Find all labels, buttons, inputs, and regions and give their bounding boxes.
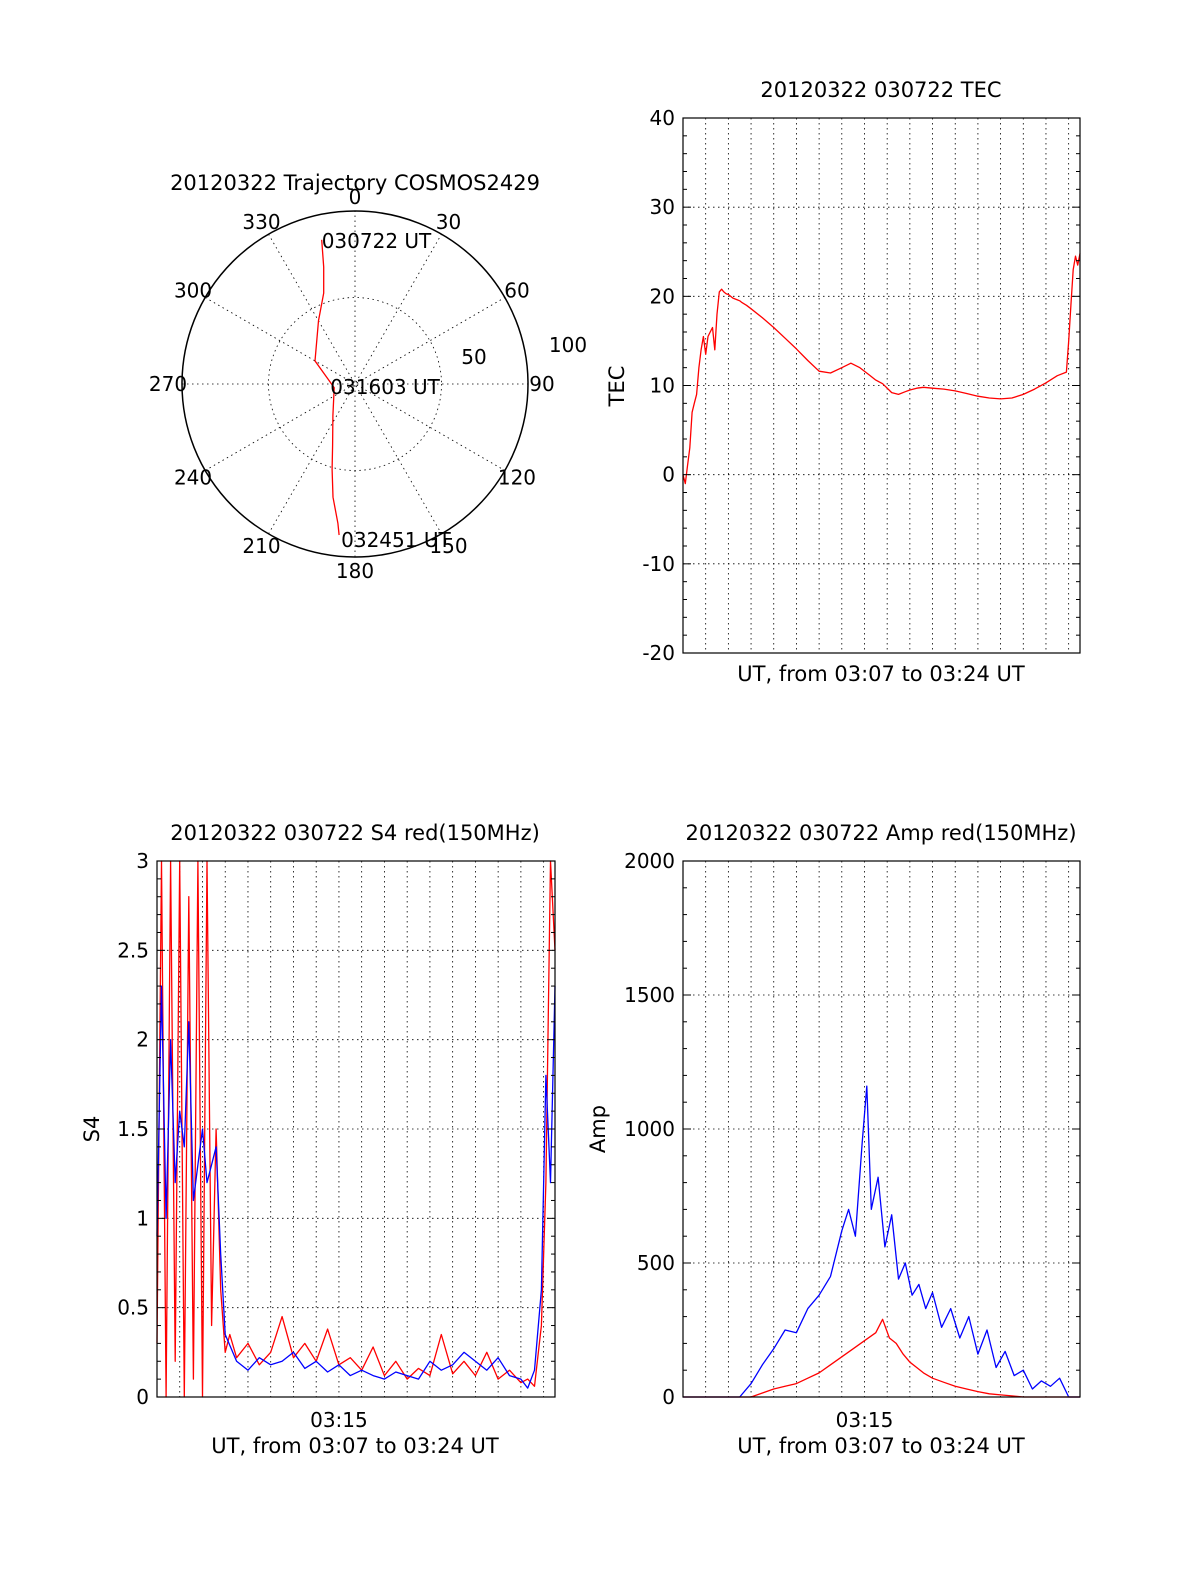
s4-ytick-label: 1.5 — [117, 1117, 149, 1141]
tec-ylabel: TEC — [605, 366, 629, 408]
s4-ytick-label: 0 — [136, 1385, 149, 1409]
polar-radial-label: 50 — [461, 345, 486, 369]
tec-title: 20120322 030722 TEC — [760, 78, 1001, 102]
polar-azimuth-label: 120 — [498, 466, 536, 490]
amp-ytick-label: 500 — [637, 1251, 675, 1275]
amp-series — [683, 1085, 1080, 1398]
tec-ytick-label: 40 — [650, 106, 675, 130]
polar-trajectory-panel: 20120322 Trajectory COSMOS2429 0 30 60 90 12… — [149, 171, 587, 583]
tec-ytick-label: 20 — [650, 284, 675, 308]
tec-ytick-label: 10 — [650, 374, 675, 398]
s4-ytick-label: 1 — [136, 1206, 149, 1230]
s4-plot-frame — [156, 860, 556, 1398]
amp-ylabel: Amp — [586, 1105, 610, 1153]
polar-time-annotation: 030722 UT — [322, 229, 432, 253]
s4-ytick-label: 2 — [136, 1028, 149, 1052]
polar-labels: 0 30 60 90 120 150 180 210 240 270 300 330 50 100 — [149, 185, 587, 583]
s4-title: 20120322 030722 S4 red(150MHz) — [170, 821, 540, 845]
polar-azimuth-label: 60 — [504, 279, 529, 303]
polar-radial-label: 100 — [549, 333, 587, 357]
s4-panel: 20120322 030722 S4 red(150MHz) 0 0.5 1 1.5 2… — [80, 821, 556, 1458]
polar-azimuth-label: 180 — [336, 559, 374, 583]
polar-azimuth-label: 240 — [174, 466, 212, 490]
polar-time-annotation: 032451 UT — [341, 528, 451, 552]
amp-xtick-label: 03:15 — [836, 1408, 894, 1432]
amp-panel: 20120322 030722 Amp red(150MHz) 0 500 1000… — [586, 821, 1081, 1458]
polar-azimuth-label: 90 — [529, 372, 554, 396]
tec-ytick-label: -10 — [642, 552, 675, 576]
polar-time-annotation: 031603 UT — [330, 375, 440, 399]
s4-series — [156, 860, 556, 1398]
polar-title: 20120322 Trajectory COSMOS2429 — [170, 171, 540, 195]
s4-xtick-label: 03:15 — [310, 1408, 368, 1432]
amp-title: 20120322 030722 Amp red(150MHz) — [685, 821, 1076, 845]
tec-ytick-label: 0 — [662, 463, 675, 487]
amp-ytick-label: 0 — [662, 1385, 675, 1409]
amp-series-line — [683, 1318, 1080, 1398]
amp-plot-frame — [682, 860, 1081, 1398]
polar-azimuth-label: 330 — [242, 210, 280, 234]
s4-ytick-label: 2.5 — [117, 938, 149, 962]
amp-ytick-label: 1000 — [624, 1117, 675, 1141]
amp-ytick-label: 1500 — [624, 983, 675, 1007]
polar-grid — [181, 210, 529, 558]
tec-series-line — [682, 253, 1081, 485]
s4-series-line — [156, 860, 556, 1398]
tec-ytick-label: -20 — [642, 641, 675, 665]
tec-grid — [683, 118, 1080, 653]
tec-ticks: -20 -10 0 10 20 30 40 — [642, 106, 1080, 665]
amp-ticks: 0 500 1000 1500 2000 03:15 — [624, 849, 1080, 1432]
s4-series-line — [156, 985, 556, 1389]
s4-ylabel: S4 — [80, 1116, 104, 1143]
polar-azimuth-label: 30 — [436, 210, 461, 234]
polar-azimuth-label: 300 — [174, 279, 212, 303]
s4-xlabel: UT, from 03:07 to 03:24 UT — [211, 1434, 499, 1458]
tec-xlabel: UT, from 03:07 to 03:24 UT — [737, 662, 1025, 686]
polar-series — [314, 239, 340, 536]
polar-azimuth-label: 210 — [242, 534, 280, 558]
polar-azimuth-label: 0 — [349, 185, 362, 209]
tec-series — [682, 253, 1081, 485]
polar-trajectory-line — [314, 239, 340, 536]
amp-xlabel: UT, from 03:07 to 03:24 UT — [737, 1434, 1025, 1458]
s4-ytick-label: 3 — [136, 849, 149, 873]
tec-ytick-label: 30 — [650, 195, 675, 219]
polar-azimuth-label: 150 — [429, 534, 467, 558]
s4-ticks: 0 0.5 1 1.5 2 2.5 3 03:15 — [117, 849, 555, 1432]
polar-azimuth-label: 270 — [149, 372, 187, 396]
amp-ytick-label: 2000 — [624, 849, 675, 873]
tec-plot-frame — [682, 117, 1081, 654]
amp-series-line — [683, 1085, 1080, 1398]
s4-ytick-label: 0.5 — [117, 1296, 149, 1320]
amp-grid — [683, 861, 1080, 1397]
polar-annotations: 030722 UT 031603 UT 032451 UT — [322, 229, 452, 552]
